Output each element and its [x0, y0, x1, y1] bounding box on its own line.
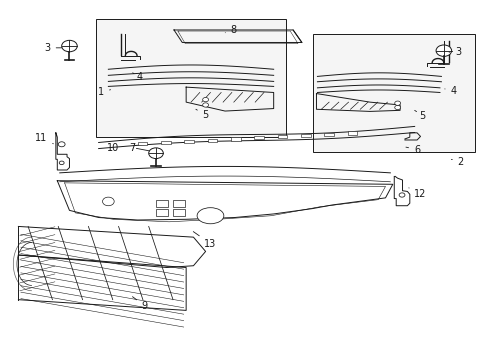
Text: 9: 9: [132, 297, 147, 311]
Circle shape: [148, 148, 163, 158]
Text: 13: 13: [193, 231, 216, 249]
Circle shape: [398, 193, 404, 197]
Text: 7: 7: [128, 143, 135, 153]
Ellipse shape: [197, 208, 224, 224]
Text: 10: 10: [106, 143, 119, 153]
Bar: [347, 131, 357, 135]
Text: 5: 5: [196, 109, 208, 120]
Bar: [137, 142, 147, 145]
Bar: [324, 132, 333, 136]
Circle shape: [435, 45, 451, 57]
Bar: [96, 19, 285, 137]
Bar: [161, 141, 170, 144]
Text: 5: 5: [414, 111, 425, 121]
Bar: [172, 209, 184, 216]
Bar: [172, 201, 184, 207]
Circle shape: [394, 101, 400, 105]
Text: 4: 4: [132, 72, 142, 82]
Circle shape: [59, 161, 64, 165]
Text: 1: 1: [98, 87, 110, 98]
Circle shape: [58, 142, 65, 147]
Bar: [312, 34, 474, 152]
Text: 11: 11: [35, 133, 53, 144]
Text: 4: 4: [444, 86, 456, 96]
Circle shape: [202, 98, 208, 102]
Text: 8: 8: [225, 25, 236, 35]
Text: 6: 6: [405, 145, 419, 155]
Bar: [277, 135, 287, 138]
Text: 12: 12: [408, 188, 426, 199]
Text: 3: 3: [44, 43, 61, 53]
Bar: [230, 138, 240, 141]
Circle shape: [202, 103, 208, 107]
Bar: [300, 134, 310, 137]
Circle shape: [394, 105, 400, 110]
Text: 2: 2: [450, 157, 463, 167]
Bar: [254, 136, 264, 139]
Bar: [156, 201, 168, 207]
Text: 3: 3: [448, 47, 461, 57]
Circle shape: [102, 197, 114, 206]
Bar: [207, 139, 217, 142]
Bar: [156, 209, 168, 216]
Bar: [184, 140, 194, 143]
Circle shape: [61, 40, 77, 52]
